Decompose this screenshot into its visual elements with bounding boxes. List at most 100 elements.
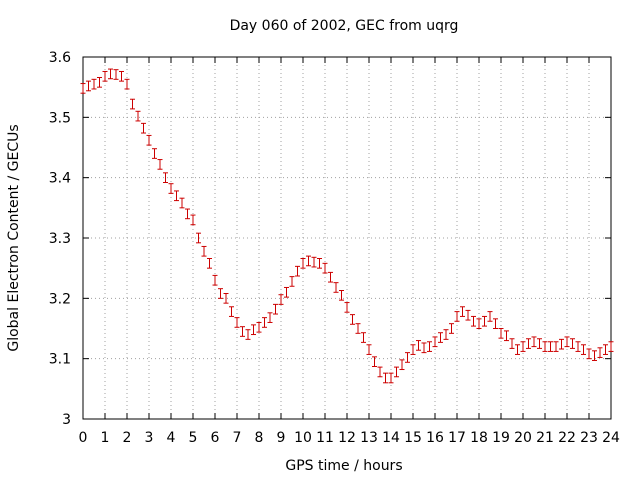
data-point: [196, 232, 201, 244]
data-point: [405, 352, 410, 363]
data-point: [322, 262, 328, 274]
data-point: [559, 338, 564, 350]
data-point: [86, 80, 91, 92]
data-point: [130, 98, 135, 110]
data-point: [542, 341, 548, 352]
data-point: [493, 318, 498, 329]
x-tick-label: 1: [101, 430, 110, 446]
data-point: [410, 344, 416, 355]
data-point: [416, 340, 421, 351]
data-point: [234, 317, 240, 328]
data-point: [471, 315, 476, 327]
data-point: [207, 258, 212, 269]
data-point: [372, 356, 377, 368]
data-point: [526, 338, 531, 349]
y-tick-label: 3.5: [49, 110, 71, 126]
data-point: [80, 83, 86, 94]
data-point: [328, 271, 333, 283]
data-point: [504, 330, 509, 342]
y-tick-label: 3.4: [49, 171, 71, 187]
data-point: [284, 286, 289, 298]
x-tick-label: 21: [536, 430, 554, 446]
data-point: [229, 306, 234, 317]
data-point: [575, 341, 581, 352]
x-tick-label: 18: [470, 430, 488, 446]
data-point: [163, 172, 168, 183]
x-tick-label: 22: [558, 430, 576, 446]
data-point: [603, 344, 608, 355]
data-point: [427, 341, 432, 352]
x-axis-label: GPS time / hours: [285, 458, 402, 474]
grid-lines: [83, 57, 611, 419]
data-point: [278, 294, 284, 305]
data-point: [520, 341, 526, 352]
data-point: [91, 78, 97, 90]
data-point: [460, 306, 465, 317]
x-tick-label: 23: [580, 430, 598, 446]
data-point: [509, 338, 515, 349]
data-point: [152, 148, 157, 159]
data-point: [449, 323, 454, 334]
data-point: [146, 134, 152, 146]
y-tick-label: 3.3: [49, 231, 71, 247]
data-point: [465, 309, 471, 321]
data-point: [223, 293, 229, 304]
axis-ticks: 0 1 2 3 4 5 6 7 8 9 10 11 12 13 14 15 16 17 18 19 20 21 22 23 24…: [49, 50, 620, 446]
data-point: [240, 326, 245, 337]
x-tick-label: 20: [514, 430, 532, 446]
data-point: [102, 70, 108, 82]
data-point: [157, 159, 163, 170]
data-point: [256, 321, 262, 333]
data-point: [273, 303, 278, 315]
data-point: [476, 318, 482, 329]
data-point: [570, 338, 575, 349]
data-point: [383, 372, 388, 384]
x-tick-label: 19: [492, 430, 510, 446]
data-point: [592, 350, 597, 361]
data-point: [119, 70, 124, 82]
x-tick-label: 15: [404, 430, 422, 446]
data-point: [361, 332, 366, 343]
data-point: [344, 302, 350, 313]
chart-title: Day 060 of 2002, GEC from uqrg: [230, 18, 459, 34]
x-tick-label: 16: [426, 430, 444, 446]
x-tick-label: 12: [338, 430, 356, 446]
x-tick-label: 6: [211, 430, 220, 446]
data-point: [295, 265, 300, 277]
series-points: [80, 68, 614, 384]
data-point: [317, 258, 322, 269]
data-point: [262, 317, 267, 328]
data-point: [553, 341, 559, 352]
data-point: [581, 344, 586, 355]
x-tick-label: 7: [233, 430, 242, 446]
data-point: [366, 344, 372, 355]
x-tick-label: 9: [277, 430, 286, 446]
data-point: [113, 69, 119, 80]
data-point: [537, 338, 542, 349]
data-point: [174, 190, 179, 202]
y-tick-label: 3.1: [49, 352, 71, 368]
data-point: [300, 258, 306, 269]
x-tick-label: 4: [167, 430, 176, 446]
data-point: [311, 256, 317, 268]
data-point: [564, 336, 570, 348]
data-point: [108, 68, 113, 80]
data-point: [597, 347, 603, 358]
x-tick-label: 13: [360, 430, 378, 446]
data-point: [97, 77, 102, 88]
y-tick-label: 3: [62, 412, 71, 428]
data-point: [438, 332, 443, 343]
data-point: [421, 342, 427, 354]
x-tick-label: 5: [189, 430, 198, 446]
data-point: [190, 214, 196, 226]
data-point: [179, 197, 185, 209]
data-point: [218, 288, 223, 299]
data-point: [350, 314, 355, 325]
data-point: [251, 324, 256, 336]
x-tick-label: 10: [294, 430, 312, 446]
x-tick-label: 14: [382, 430, 400, 446]
data-point: [443, 329, 449, 340]
x-tick-label: 0: [79, 430, 88, 446]
data-point: [498, 328, 504, 339]
